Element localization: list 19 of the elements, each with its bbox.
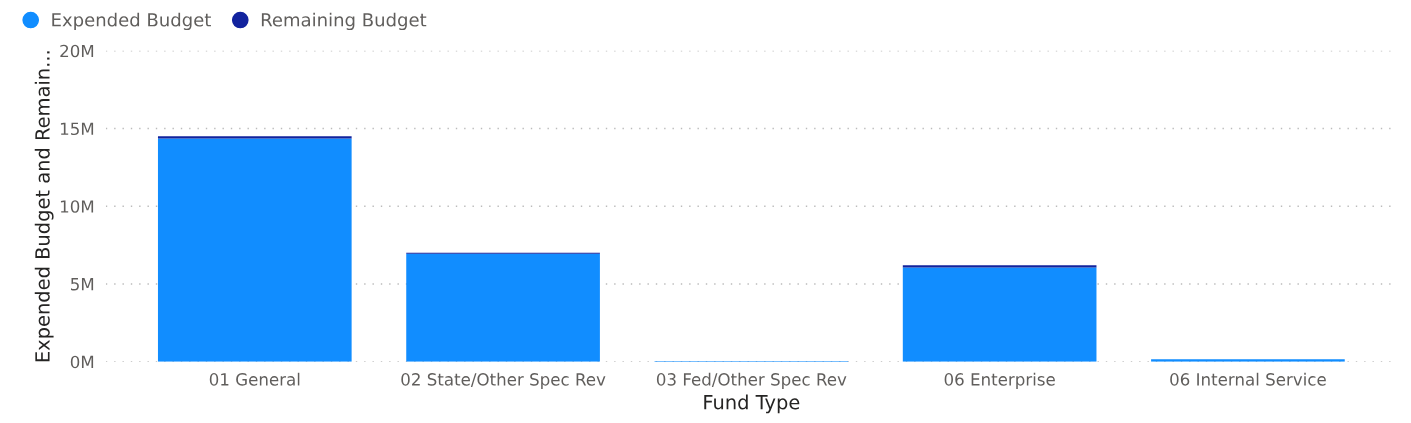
bar: [157, 136, 352, 139]
bar: [157, 138, 352, 362]
y-tick-label: 10M: [60, 200, 94, 213]
y-tick-label: 5M: [71, 278, 94, 291]
bar: [902, 267, 1097, 362]
x-tick-label: 06 Enterprise: [944, 372, 1055, 389]
legend-label: Remaining Budget: [261, 12, 427, 31]
x-tick-label: 01 General: [209, 372, 300, 386]
legend-label: Expended Budget: [52, 12, 211, 31]
bar: [902, 265, 1097, 268]
y-tick-label: 20M: [60, 44, 94, 58]
x-tick-label: 06 Internal Service: [1170, 372, 1326, 386]
bar: [406, 253, 600, 362]
x-tick-label: 03 Fed/Other Spec Rev: [656, 372, 847, 389]
y-tick-label: 0M: [70, 355, 94, 369]
x-axis-title: Fund Type: [704, 394, 800, 414]
y-axis-title: Expended Budget and Remain...: [34, 51, 54, 362]
y-tick-label: 15M: [60, 122, 94, 136]
x-tick-label: 02 State/Other Spec Rev: [401, 372, 606, 389]
